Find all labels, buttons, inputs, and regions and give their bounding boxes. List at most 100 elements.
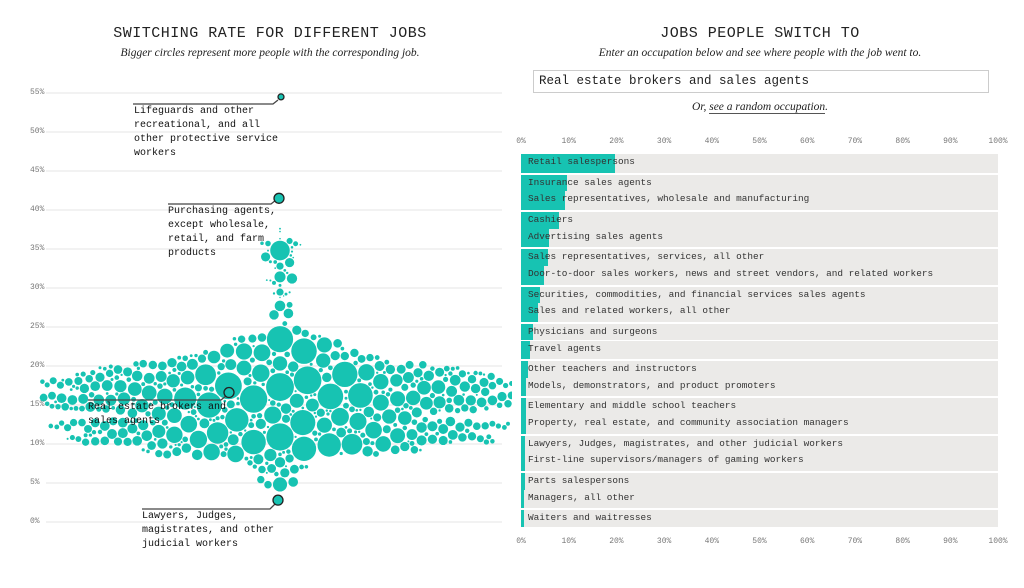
job-circle [482, 373, 486, 376]
job-circle [336, 427, 347, 438]
job-circle [248, 373, 252, 378]
job-circle [270, 240, 290, 261]
bar-row[interactable]: Securities, commodities, and financial s… [521, 284, 998, 304]
job-circle [48, 423, 54, 429]
highlighted-job-circle [273, 192, 285, 204]
job-circle [286, 237, 293, 245]
job-circle [166, 374, 180, 388]
job-circle [109, 417, 118, 426]
bar [521, 340, 531, 360]
job-circle [180, 415, 198, 433]
job-circle [269, 279, 272, 282]
job-circle [252, 364, 270, 382]
bar-label: First-line supervisors/managers of gamin… [528, 454, 804, 466]
job-circle [247, 460, 253, 466]
job-circle [507, 391, 512, 400]
bar-row[interactable]: Advertising sales agents [521, 228, 998, 248]
job-circle [381, 390, 385, 395]
job-circle [139, 359, 148, 368]
job-circle [113, 437, 123, 446]
job-circle [225, 408, 249, 432]
job-circle [256, 413, 263, 419]
bar-row[interactable]: Sales representatives, services, all oth… [521, 247, 998, 266]
bar-row[interactable]: First-line supervisors/managers of gamin… [521, 452, 998, 472]
bar-row[interactable]: Models, demonstrators, and product promo… [521, 377, 998, 397]
bar-label: Retail salespersons [528, 156, 635, 167]
job-circle [290, 246, 294, 249]
bar-row[interactable]: Physicians and surgeons [521, 321, 998, 341]
occupation-search-input[interactable]: Real estate brokers and sales agents [533, 70, 989, 93]
bar-row[interactable]: Elementary and middle school teachers [521, 396, 998, 416]
job-circle [265, 279, 268, 282]
job-circle [284, 292, 288, 296]
job-circle [169, 402, 175, 408]
bar [521, 211, 560, 229]
x-tick-label-bottom: 100% [988, 537, 1008, 546]
job-circle [407, 440, 410, 443]
job-circle [276, 402, 281, 407]
bar-row[interactable]: Property, real estate, and community ass… [521, 415, 998, 434]
job-circle [164, 405, 170, 410]
bar-row[interactable]: Managers, all other [521, 489, 998, 509]
y-tick-label: 35% [30, 244, 45, 253]
job-circle [409, 440, 415, 446]
job-circle [458, 433, 467, 442]
bar-row[interactable]: Lawyers, Judges, magistrates, and other … [521, 433, 998, 453]
job-circle [273, 260, 278, 264]
x-tick-label-bottom: 30% [656, 537, 672, 546]
job-circle [219, 444, 224, 449]
job-circle [314, 415, 318, 418]
job-circle [44, 401, 50, 407]
bar-row[interactable]: Travel agents [521, 340, 998, 360]
annotation-label: Real estate brokers and sales agents [88, 402, 227, 427]
bar-row[interactable]: Insurance sales agents [521, 172, 998, 192]
job-circle [274, 471, 279, 477]
job-circle [350, 348, 359, 358]
job-circle [227, 434, 239, 446]
job-circle [257, 333, 267, 342]
bar [521, 452, 525, 472]
job-circle [194, 353, 198, 358]
job-circle [390, 428, 406, 444]
bar [521, 361, 529, 378]
job-circle [236, 397, 240, 400]
job-circle [167, 357, 177, 368]
job-circle [304, 465, 309, 469]
job-circle [123, 437, 132, 446]
job-circle [110, 377, 114, 381]
job-circle [433, 396, 446, 409]
job-circle [180, 370, 195, 385]
job-circle [405, 390, 421, 406]
job-circle [133, 418, 139, 424]
bar-row[interactable]: Retail salespersons [521, 154, 998, 173]
bar-row[interactable]: Sales representatives, wholesale and man… [521, 191, 998, 210]
job-circle [473, 370, 478, 376]
job-circle [98, 366, 102, 370]
random-occupation-line: Or, see a random occupation. [520, 101, 1000, 114]
bar-row[interactable]: Waiters and waitresses [521, 508, 998, 527]
job-circle [455, 422, 465, 432]
y-tick-label: 0% [30, 517, 40, 526]
job-circle [441, 393, 445, 397]
left-chart-title: SWITCHING RATE FOR DIFFERENT JOBS [113, 25, 427, 42]
random-occupation-link[interactable]: see a random occupation [709, 101, 826, 114]
right-subtitle: Enter an occupation below and see where … [598, 47, 922, 59]
bar-row[interactable]: Other teachers and instructors [521, 359, 998, 378]
job-circle [176, 361, 187, 372]
job-circle [155, 371, 167, 382]
bar-row[interactable]: Sales and related workers, all other [521, 303, 998, 322]
job-circle [328, 365, 333, 371]
job-circle [262, 430, 266, 434]
bar-row[interactable]: Parts salespersons [521, 471, 998, 490]
job-circle [402, 372, 414, 383]
job-circle [360, 432, 366, 438]
job-circle [146, 449, 150, 454]
job-circle [267, 464, 277, 473]
job-circle [136, 431, 141, 436]
job-circle [401, 407, 404, 411]
bar-row[interactable]: Door-to-door sales workers, news and str… [521, 265, 998, 285]
job-circle [496, 402, 503, 409]
job-circle [163, 382, 167, 386]
bar-row[interactable]: Cashiers [521, 209, 998, 229]
job-circle [402, 425, 408, 431]
